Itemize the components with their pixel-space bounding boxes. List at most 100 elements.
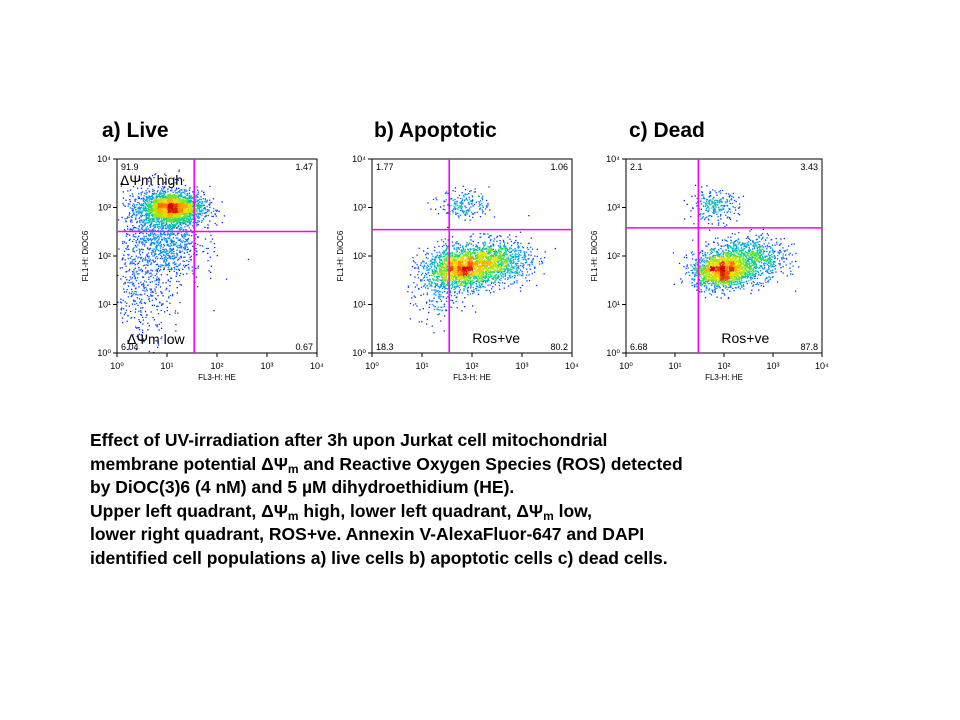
event-dot	[451, 271, 453, 274]
event-dot	[166, 204, 168, 206]
event-dot	[172, 196, 174, 199]
event-dot	[133, 205, 135, 208]
event-dot	[139, 211, 141, 213]
event-dot	[159, 201, 162, 203]
event-dot	[186, 194, 188, 196]
event-dot	[168, 205, 170, 207]
event-dot	[172, 204, 174, 206]
event-dot	[156, 206, 158, 208]
event-dot	[155, 245, 157, 247]
event-dot	[478, 252, 480, 255]
event-dot	[159, 232, 162, 234]
event-dot	[197, 224, 199, 226]
event-dot	[148, 257, 150, 259]
event-dot	[187, 206, 190, 209]
event-dot	[148, 212, 150, 215]
event-dot	[173, 194, 176, 196]
event-dot	[136, 246, 138, 248]
event-dot	[170, 234, 172, 236]
event-dot	[442, 283, 445, 285]
event-dot	[140, 207, 142, 209]
event-dot	[151, 205, 153, 207]
event-dot	[172, 227, 174, 229]
event-dot	[191, 208, 193, 210]
event-dot	[447, 245, 449, 247]
event-dot	[491, 281, 493, 283]
event-dot	[437, 264, 439, 266]
event-dot	[169, 216, 172, 218]
event-dot	[168, 228, 170, 230]
event-dot	[163, 203, 165, 205]
event-dot	[122, 202, 124, 205]
event-dot	[182, 179, 185, 181]
event-dot	[137, 229, 139, 231]
event-dot	[165, 282, 167, 284]
event-dot	[137, 208, 139, 210]
event-dot	[466, 282, 468, 285]
event-dot	[175, 216, 178, 218]
event-dot	[168, 250, 170, 252]
event-dot	[140, 311, 142, 313]
event-dot	[216, 209, 218, 211]
event-dot	[167, 224, 169, 226]
event-dot	[165, 261, 167, 263]
event-dot	[462, 301, 464, 303]
event-dot	[186, 232, 188, 234]
event-dot	[155, 211, 157, 214]
event-dot	[167, 207, 169, 209]
event-dot	[164, 206, 166, 208]
event-dot	[165, 201, 168, 204]
event-dot	[154, 260, 157, 262]
event-dot	[164, 238, 167, 240]
event-dot	[177, 215, 179, 217]
event-dot	[197, 217, 200, 219]
event-dot	[170, 277, 173, 279]
event-dot	[425, 272, 427, 275]
event-dot	[163, 201, 166, 204]
event-dot	[164, 210, 167, 212]
event-dot	[134, 267, 136, 269]
event-dot	[141, 212, 143, 214]
event-dot	[161, 292, 163, 294]
event-dot	[142, 319, 144, 321]
event-dot	[172, 198, 175, 200]
event-dot	[142, 338, 145, 340]
event-dot	[453, 268, 455, 270]
event-dot	[170, 226, 173, 228]
event-dot	[173, 205, 175, 208]
event-dot	[451, 268, 453, 271]
event-dot	[198, 207, 200, 209]
event-dot	[457, 275, 459, 278]
event-dot	[207, 260, 209, 262]
event-dot	[446, 256, 448, 258]
event-dot	[455, 300, 457, 303]
event-dot	[177, 212, 179, 214]
event-dot	[152, 210, 154, 213]
event-dot	[155, 205, 157, 207]
event-dot	[210, 241, 212, 243]
event-dot	[149, 229, 151, 231]
event-dot	[148, 249, 151, 251]
event-dot	[474, 262, 476, 264]
event-dot	[464, 266, 467, 268]
event-dot	[433, 268, 435, 270]
event-dot	[140, 334, 142, 336]
event-dot	[179, 220, 181, 222]
event-dot	[166, 203, 169, 205]
event-dot	[151, 201, 153, 204]
y-axis-label: FL1-H: DiOC6	[81, 230, 90, 281]
event-dot	[441, 262, 444, 264]
event-dot	[182, 204, 184, 206]
event-dot	[165, 238, 167, 240]
event-dot	[148, 195, 150, 197]
event-dot	[166, 309, 168, 312]
event-dot	[183, 247, 185, 249]
event-dot	[159, 192, 161, 194]
event-dot	[147, 329, 149, 331]
event-dot	[152, 208, 154, 210]
event-dot	[190, 220, 192, 223]
event-dot	[467, 249, 470, 251]
event-dot	[147, 322, 149, 324]
event-dot	[165, 204, 167, 206]
event-dot	[194, 202, 197, 204]
